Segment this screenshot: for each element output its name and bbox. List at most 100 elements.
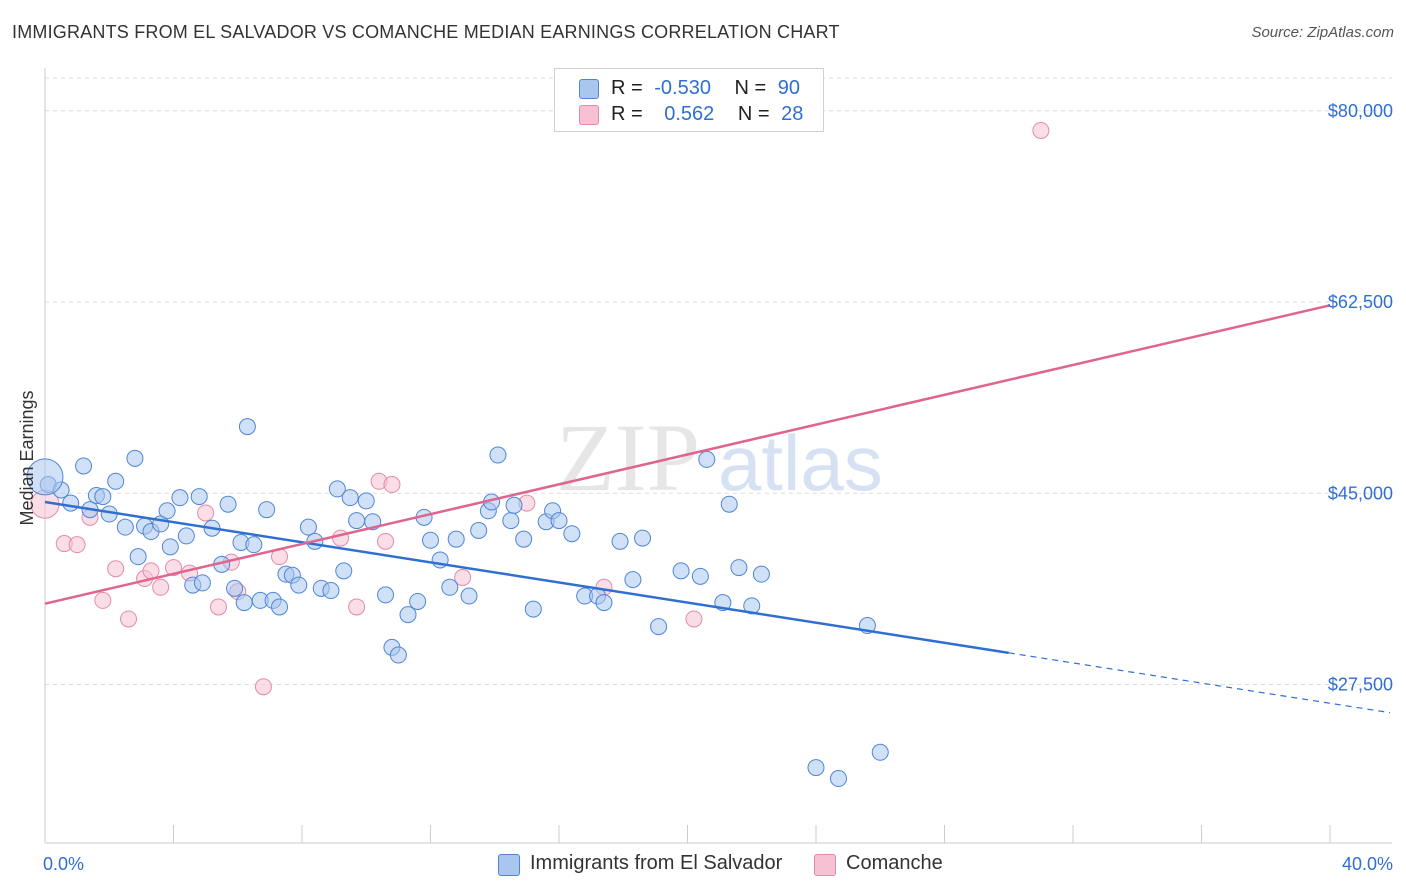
tick-labels: $27,500 $45,000 $62,500 $80,000 0.0% 40.0% bbox=[43, 101, 1393, 874]
el-salvador-point bbox=[505, 496, 523, 514]
y-tick-label: $80,000 bbox=[1328, 101, 1393, 121]
comanche-point bbox=[209, 598, 227, 616]
source-note: Source: ZipAtlas.com bbox=[1251, 24, 1394, 41]
el-salvador-point bbox=[422, 531, 439, 549]
y-tick-label: $45,000 bbox=[1328, 483, 1393, 503]
comanche-point bbox=[377, 532, 395, 550]
legend-r-value: 0.562 bbox=[664, 103, 715, 125]
comanche-point bbox=[454, 568, 472, 586]
legend-swatch-blue bbox=[498, 854, 520, 876]
legend-n-value: 90 bbox=[777, 77, 801, 99]
legend-r-value: -0.530 bbox=[654, 77, 711, 99]
legend-n-label: N = bbox=[737, 103, 770, 125]
comanche-trend-line bbox=[44, 304, 1331, 605]
el-salvador-point bbox=[389, 646, 407, 664]
el-salvador-point bbox=[515, 530, 533, 548]
y-tick-label: $62,500 bbox=[1328, 292, 1393, 312]
el-salvador-point bbox=[691, 567, 709, 585]
x-tick-label: 40.0% bbox=[1342, 854, 1393, 874]
legend-swatch-pink bbox=[814, 854, 836, 876]
el-salvador-point bbox=[730, 559, 748, 577]
el-salvador-point bbox=[698, 450, 716, 468]
y-tick-label: $27,500 bbox=[1328, 675, 1393, 695]
grid-layer bbox=[45, 77, 1392, 686]
el-salvador-point bbox=[550, 512, 568, 530]
el-salvador-point bbox=[238, 418, 256, 436]
el-salvador-point bbox=[871, 743, 889, 761]
el-salvador-point bbox=[322, 582, 340, 600]
el-salvador-point bbox=[219, 495, 237, 513]
el-salvador-point bbox=[193, 574, 211, 592]
el-salvador-point bbox=[502, 512, 520, 530]
el-salvador-point bbox=[611, 532, 629, 550]
el-salvador-point bbox=[271, 598, 289, 616]
el-salvador-point bbox=[226, 579, 244, 597]
el-salvador-point bbox=[524, 600, 542, 618]
el-salvador-point bbox=[75, 457, 93, 475]
el-salvador-point bbox=[171, 489, 189, 507]
el-salvador-point bbox=[807, 759, 825, 777]
el-salvador-point bbox=[26, 458, 64, 496]
el-salvador-point bbox=[357, 492, 375, 510]
el-salvador-point bbox=[672, 562, 690, 580]
el-salvador-point bbox=[158, 502, 176, 520]
comanche-point bbox=[152, 578, 170, 596]
comanche-point bbox=[348, 598, 366, 616]
el-salvador-point bbox=[348, 512, 366, 530]
y-axis-label: Median Earnings bbox=[17, 390, 37, 525]
legend-swatch-blue bbox=[579, 79, 599, 99]
el-salvador-point bbox=[752, 565, 770, 583]
el-salvador-point bbox=[116, 518, 134, 536]
el-salvador-point bbox=[335, 562, 353, 580]
el-salvador-point bbox=[650, 618, 668, 636]
el-salvador-point bbox=[624, 571, 642, 589]
el-salvador-point bbox=[470, 521, 488, 539]
el-salvador-point bbox=[258, 501, 276, 519]
comanche-point bbox=[165, 559, 182, 577]
el-salvador-point bbox=[62, 494, 80, 512]
el-salvador-point bbox=[161, 538, 179, 556]
legend-n-label: N = bbox=[734, 77, 767, 99]
el-salvador-point bbox=[299, 518, 317, 536]
watermark: ZIP atlas bbox=[556, 404, 883, 511]
comanche-point bbox=[254, 678, 272, 696]
correlation-legend: R = -0.530 N = 90 R = 0.562 N = 28 bbox=[554, 68, 824, 132]
watermark-atlas: atlas bbox=[718, 419, 883, 507]
x-tick-label: 0.0% bbox=[43, 854, 84, 874]
trend-lines bbox=[44, 304, 1391, 714]
comanche-point bbox=[68, 536, 86, 554]
el-salvador-point bbox=[563, 525, 581, 543]
el-salvador-point bbox=[441, 578, 459, 596]
el-salvador-point bbox=[94, 488, 112, 506]
comanche-point bbox=[1032, 121, 1050, 139]
comanche-point bbox=[197, 504, 215, 522]
el-salvador-point bbox=[245, 536, 263, 554]
legend-label-comanche: Comanche bbox=[846, 852, 943, 874]
el-salvador-point bbox=[489, 446, 507, 464]
chart-title: IMMIGRANTS FROM EL SALVADOR VS COMANCHE … bbox=[12, 22, 840, 42]
legend-r-label: R = bbox=[611, 103, 643, 125]
legend-n-value: 28 bbox=[781, 103, 804, 125]
el-salvador-point bbox=[720, 495, 738, 513]
comanche-points bbox=[30, 121, 1050, 696]
el-salvador-point bbox=[107, 472, 125, 490]
el-salvador-point bbox=[290, 576, 308, 594]
el-salvador-point bbox=[829, 770, 847, 788]
el-salvador-point bbox=[341, 489, 359, 507]
comanche-point bbox=[94, 591, 112, 609]
el-salvador-point bbox=[447, 530, 465, 548]
el-salvador-point bbox=[126, 449, 144, 467]
el-salvador-trend-extension bbox=[1008, 652, 1391, 714]
legend-swatch-pink bbox=[579, 105, 599, 125]
comanche-point bbox=[107, 560, 125, 578]
el-salvador-point bbox=[409, 592, 427, 610]
el-salvador-point bbox=[190, 488, 208, 506]
comanche-point bbox=[685, 610, 703, 628]
el-salvador-point bbox=[460, 587, 478, 605]
el-salvador-point bbox=[235, 594, 253, 612]
legend-label-el-salvador: Immigrants from El Salvador bbox=[530, 852, 783, 874]
el-salvador-point bbox=[328, 480, 346, 498]
el-salvador-point bbox=[399, 606, 417, 624]
el-salvador-point bbox=[595, 594, 613, 612]
